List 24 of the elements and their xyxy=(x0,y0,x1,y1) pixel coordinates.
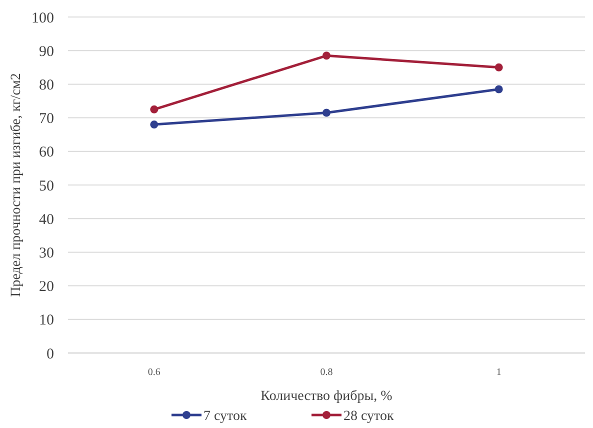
y-tick-label: 40 xyxy=(39,212,54,228)
y-tick-label: 100 xyxy=(32,10,54,26)
y-tick-label: 70 xyxy=(39,111,54,128)
y-tick-label: 0 xyxy=(46,346,54,362)
point xyxy=(494,63,503,72)
point xyxy=(150,105,158,114)
y-tick-label: 10 xyxy=(39,312,54,329)
y-tick-label: 30 xyxy=(39,245,54,262)
y-tick-label: 60 xyxy=(39,144,54,161)
x-tick-label: 0.6 xyxy=(148,367,160,378)
point xyxy=(150,120,158,129)
point xyxy=(322,108,330,117)
x-tick-label: 0.8 xyxy=(320,367,333,378)
y-tick-label: 80 xyxy=(39,77,54,94)
legend-label: 28 суток xyxy=(344,409,394,424)
x-axis-title: Количество фибры, % xyxy=(260,389,393,404)
x-tick-label: 1 xyxy=(496,367,502,378)
legend-label: 7 суток xyxy=(204,409,247,424)
y-tick-label: 90 xyxy=(39,44,54,60)
y-axis-title: Предел прочности при изгибе, кг/см2 xyxy=(9,73,24,297)
point xyxy=(494,85,503,94)
y-tick-label: 20 xyxy=(39,279,54,296)
y-tick-label: 50 xyxy=(39,178,54,194)
point xyxy=(322,52,330,60)
